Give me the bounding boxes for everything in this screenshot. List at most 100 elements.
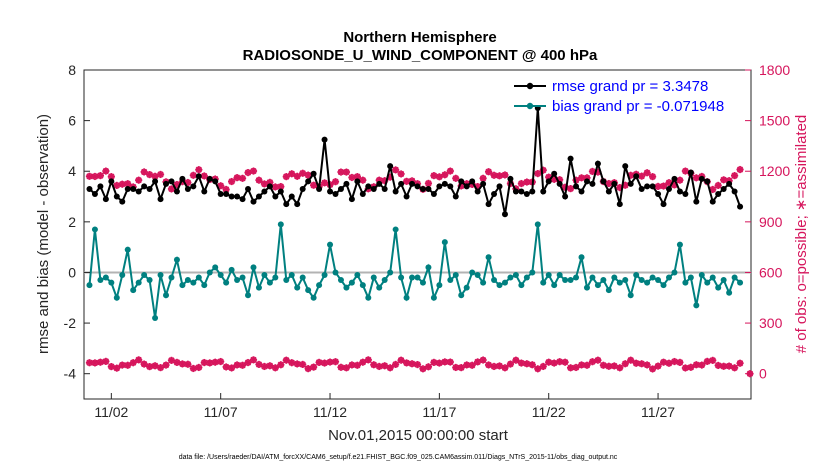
bias-point [327,241,334,248]
obs-mark-ring [501,171,509,179]
bias-point [529,269,536,276]
rmse-point [130,185,137,192]
obs-mark-stroke [578,361,585,369]
obs-mark-ring [731,364,738,372]
obs-mark-stroke [305,172,312,179]
obs-mark-stroke [485,168,492,175]
obs-mark-stroke [348,174,355,181]
bias-point [474,271,481,278]
obs-mark-stroke [130,359,137,366]
bias-point [512,271,519,278]
obs-mark-ring [157,171,164,178]
rmse-point [195,173,202,180]
obs-mark-ring [594,356,602,364]
bias-point [518,282,525,289]
obs-marker-lower [424,363,433,371]
obs-mark-stroke [430,172,437,179]
obs-mark-ring [129,359,137,367]
bias-point [163,292,170,299]
obs-mark-stroke [496,362,503,370]
obs-mark-stroke [720,176,727,183]
rmse-point [245,185,252,192]
obs-mark-ring [425,363,432,371]
bias-point [704,279,711,286]
bias-point [480,279,487,286]
obs-mark-stroke [447,358,454,366]
bias-point [469,269,476,276]
rmse-point [660,201,667,208]
obs-marker-lower [135,356,143,364]
obs-marker-lower [397,356,405,364]
rmse-point [337,185,344,192]
obs-mark-stroke [217,358,224,365]
bias-point [294,284,301,291]
obs-mark-stroke [709,186,716,193]
bias-point [715,284,722,291]
obs-marker-lower [512,356,520,364]
bias-point [250,264,257,271]
rmse-point [485,201,492,208]
obs-mark-stroke [321,179,328,186]
obs-mark-stroke [141,168,148,175]
obs-mark-ring [332,358,339,366]
obs-marker-lower [310,363,318,371]
obs-mark-stroke [447,167,454,175]
obs-mark-ring [244,359,252,366]
obs-mark-stroke [715,362,722,369]
obs-mark-stroke [365,356,372,363]
bias-point [348,279,355,286]
obs-mark-stroke [190,172,197,179]
rmse-point [551,170,558,177]
rmse-series [86,104,744,218]
obs-marker-upper [397,170,405,178]
obs-mark-stroke [654,183,662,190]
rmse-point [250,198,257,205]
rmse-point [419,185,426,192]
rmse-point [321,136,328,143]
obs-marker-upper [222,185,230,194]
bias-point [108,279,115,286]
obs-mark-stroke [151,362,159,369]
obs-marker-lower [627,356,635,364]
obs-mark-stroke [523,360,530,367]
obs-mark-ring [397,356,405,364]
rmse-point [644,183,651,190]
bias-point [141,271,148,278]
bias-point [398,274,405,281]
obs-mark-stroke [288,170,295,177]
obs-mark-stroke [354,173,361,180]
bias-point [463,284,470,291]
obs-mark-stroke [698,362,705,369]
obs-mark-ring [113,364,121,372]
rmse-point [359,191,366,198]
obs-marker-lower [348,361,356,369]
rmse-point [441,180,448,187]
obs-mark-stroke [124,362,131,369]
y-axis-right-ticks: 0 300 600 900 1200 1500 1800 [745,62,790,382]
bias-point [119,271,126,278]
obs-marker-lower [665,359,673,367]
obs-marker-upper [681,167,689,175]
bias-point [605,287,612,294]
bias-point [403,294,410,301]
obs-marker-lower [534,365,542,373]
obs-mark-stroke [316,359,323,366]
bias-point [86,282,93,289]
bias-point [245,292,252,299]
obs-mark-stroke [726,363,733,370]
obs-mark-stroke [288,359,295,366]
bias-point [633,271,640,278]
rmse-point [578,188,585,195]
y-axis-right-label: # of obs: o=possible; ∗=assimilated [793,115,810,354]
bias-point [425,264,432,271]
obs-marker-upper [501,171,509,179]
obs-mark-stroke [294,360,301,367]
obs-mark-stroke [715,182,722,189]
obs-marker-lower [654,362,662,370]
obs-mark-stroke [638,360,645,367]
obs-mark-stroke [414,361,421,368]
rmse-point [376,180,383,187]
obs-mark-ring [392,166,399,174]
obs-mark-stroke [676,359,684,366]
obs-mark-stroke [124,180,131,187]
